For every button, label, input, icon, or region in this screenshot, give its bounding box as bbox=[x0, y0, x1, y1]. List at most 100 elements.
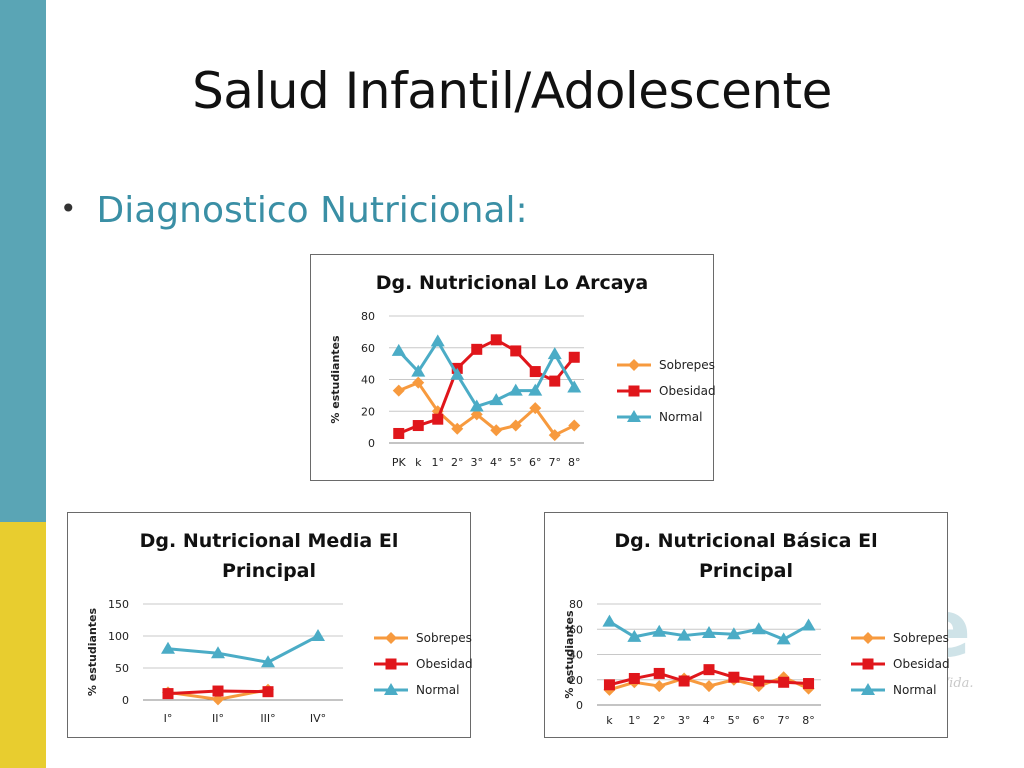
data-point bbox=[451, 422, 464, 435]
x-tick-label: 6° bbox=[753, 714, 766, 727]
data-point bbox=[430, 334, 445, 347]
data-point bbox=[728, 671, 740, 683]
data-point bbox=[411, 364, 426, 377]
x-tick-label: 3° bbox=[678, 714, 691, 727]
x-tick-label: 2° bbox=[653, 714, 666, 727]
data-point bbox=[703, 664, 715, 676]
x-tick-label: 4° bbox=[703, 714, 716, 727]
data-point bbox=[528, 383, 543, 396]
data-point bbox=[450, 367, 465, 380]
data-point bbox=[568, 351, 580, 363]
series-normal bbox=[602, 614, 816, 645]
y-tick-label: 80 bbox=[361, 310, 375, 323]
series-obesidad bbox=[162, 685, 274, 700]
accent-bar-teal bbox=[0, 0, 46, 522]
legend-marker bbox=[862, 632, 874, 644]
series-obesidad bbox=[603, 664, 815, 691]
data-point bbox=[489, 393, 504, 406]
data-point bbox=[262, 686, 274, 698]
accent-bar-yellow bbox=[0, 522, 46, 768]
legend-marker bbox=[628, 359, 640, 371]
data-point bbox=[702, 626, 716, 639]
y-tick-label: 60 bbox=[569, 623, 583, 636]
x-tick-label: 8° bbox=[802, 714, 815, 727]
data-point bbox=[751, 622, 766, 635]
data-point bbox=[801, 618, 816, 631]
x-tick-label: 2° bbox=[451, 456, 464, 469]
legend-marker bbox=[627, 410, 641, 422]
data-point bbox=[471, 343, 483, 355]
data-point bbox=[412, 420, 424, 432]
x-tick-label: 5° bbox=[728, 714, 741, 727]
data-point bbox=[653, 680, 666, 693]
series-line bbox=[398, 381, 575, 437]
data-point bbox=[549, 375, 561, 387]
chart-lo-arcaya: Dg. Nutricional Lo Arcaya 0 20 40 60 80 PK k 1°… bbox=[310, 254, 715, 481]
legend-label: Normal bbox=[659, 410, 702, 424]
data-point bbox=[490, 334, 502, 346]
series-normal bbox=[391, 334, 582, 412]
chart-title: Dg. Nutricional Media El Principal bbox=[139, 530, 399, 582]
chart-media-el-principal: Dg. Nutricional Media El Principal 0 50 10… bbox=[67, 512, 472, 738]
data-point bbox=[548, 429, 561, 442]
watermark-tagline: Vida. bbox=[940, 676, 974, 691]
legend-marker bbox=[628, 385, 640, 397]
y-axis-label: % estudiantes bbox=[563, 610, 576, 699]
chart-plot: 0 20 40 60 80 PK k 1° 2° 3° 4° 5° 6° 7° 8° % estudiante… bbox=[329, 310, 715, 469]
data-point bbox=[628, 672, 640, 684]
chart-basica-el-principal: Dg. Nutricional Básica El Principal 0 20 4… bbox=[544, 512, 949, 738]
data-point bbox=[678, 675, 690, 687]
data-point bbox=[510, 345, 522, 357]
data-point bbox=[567, 380, 582, 393]
bullet-text: Diagnostico Nutricional: bbox=[96, 190, 528, 231]
x-tick-label: 3° bbox=[471, 456, 484, 469]
data-point bbox=[470, 408, 483, 421]
data-point bbox=[392, 384, 405, 397]
data-point bbox=[602, 614, 617, 627]
chart-plot: 0 50 100 150 I° II° III° IV° % estudiantes Sobrep… bbox=[86, 598, 472, 725]
legend-marker bbox=[384, 683, 398, 695]
legend-label: Sobrepeso bbox=[893, 631, 949, 645]
data-point bbox=[753, 675, 765, 687]
data-point bbox=[703, 680, 715, 693]
data-point bbox=[547, 347, 562, 360]
legend-label: Sobrepeso bbox=[659, 358, 715, 372]
data-point bbox=[211, 646, 225, 659]
data-point bbox=[391, 343, 406, 356]
y-tick-label: 20 bbox=[361, 405, 375, 418]
y-tick-label: 60 bbox=[361, 342, 375, 355]
legend-label: Normal bbox=[893, 683, 936, 697]
x-tick-label: PK bbox=[392, 456, 407, 469]
data-point bbox=[469, 399, 484, 412]
data-point bbox=[162, 688, 174, 700]
series-line bbox=[167, 634, 319, 664]
y-tick-label: 0 bbox=[576, 699, 583, 712]
y-tick-label: 40 bbox=[569, 649, 583, 662]
y-tick-label: 40 bbox=[361, 374, 375, 387]
legend-label: Obesidad bbox=[416, 657, 472, 671]
x-tick-label: 5° bbox=[510, 456, 523, 469]
chart-title: Dg. Nutricional Lo Arcaya bbox=[375, 272, 649, 294]
data-point bbox=[412, 376, 425, 389]
data-point bbox=[803, 678, 815, 690]
data-point bbox=[776, 632, 791, 645]
data-point bbox=[529, 402, 542, 415]
legend-marker bbox=[862, 658, 874, 670]
legend-marker bbox=[385, 658, 397, 670]
legend-marker bbox=[385, 632, 397, 644]
y-tick-label: 150 bbox=[108, 598, 129, 611]
y-tick-label: 100 bbox=[108, 630, 129, 643]
x-tick-label: 1° bbox=[628, 714, 641, 727]
data-point bbox=[568, 419, 581, 432]
data-point bbox=[161, 641, 175, 654]
data-point bbox=[311, 629, 325, 641]
data-point bbox=[603, 679, 615, 691]
series-sobrepeso bbox=[392, 376, 581, 442]
y-tick-label: 50 bbox=[115, 662, 129, 675]
data-point bbox=[653, 667, 665, 679]
data-point bbox=[509, 419, 522, 432]
bullet-dot: • bbox=[60, 192, 77, 225]
chart-title: Dg. Nutricional Básica El Principal bbox=[614, 530, 878, 582]
legend-marker bbox=[861, 683, 875, 695]
series-line bbox=[397, 339, 576, 408]
